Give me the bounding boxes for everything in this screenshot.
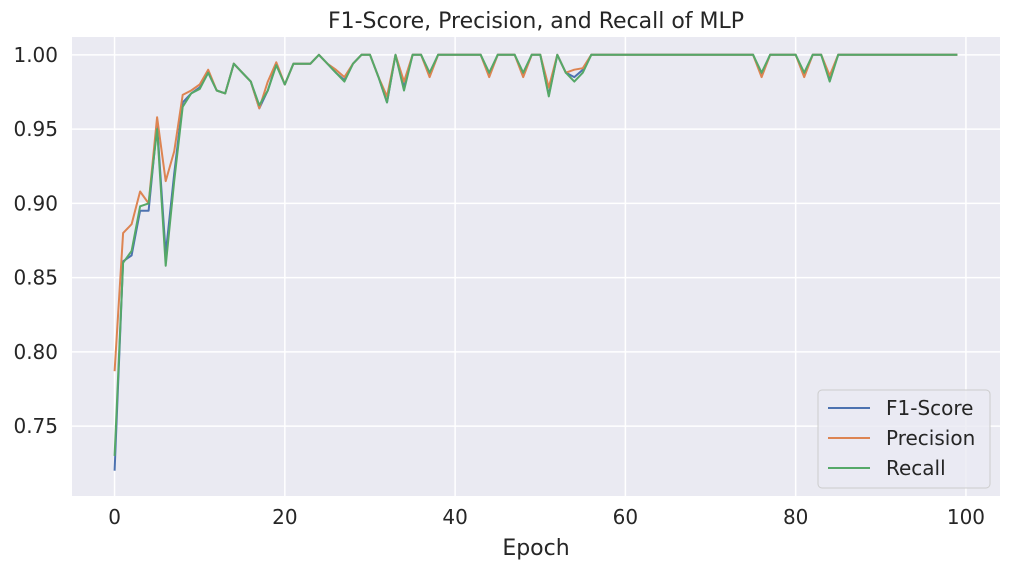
series-line-recall (113, 53, 958, 456)
legend: F1-Score Precision Recall (817, 389, 991, 489)
y-tick-labels: 0.75 0.80 0.85 0.90 0.95 1.00 (13, 43, 58, 438)
x-tick-label: 80 (783, 505, 808, 529)
grid-lines (72, 37, 1000, 496)
legend-box (817, 389, 991, 489)
x-axis-label: Epoch (502, 536, 569, 561)
chart-title: F1-Score, Precision, and Recall of MLP (328, 9, 744, 34)
x-tick-label: 0 (108, 505, 121, 529)
x-tick-label: 20 (272, 505, 297, 529)
y-tick-label: 0.80 (13, 340, 58, 364)
legend-label: Recall (886, 456, 946, 480)
y-tick-label: 0.90 (13, 191, 58, 215)
x-tick-labels: 0 20 40 60 80 100 (108, 505, 985, 529)
series-lines (113, 53, 958, 471)
y-tick-label: 0.95 (13, 117, 58, 141)
y-tick-label: 0.75 (13, 414, 58, 438)
legend-label: F1-Score (886, 396, 973, 420)
x-tick-label: 40 (442, 505, 467, 529)
x-tick-label: 100 (947, 505, 985, 529)
x-tick-label: 60 (613, 505, 638, 529)
y-tick-label: 0.85 (13, 266, 58, 290)
legend-label: Precision (886, 426, 975, 450)
y-tick-label: 1.00 (13, 43, 58, 67)
